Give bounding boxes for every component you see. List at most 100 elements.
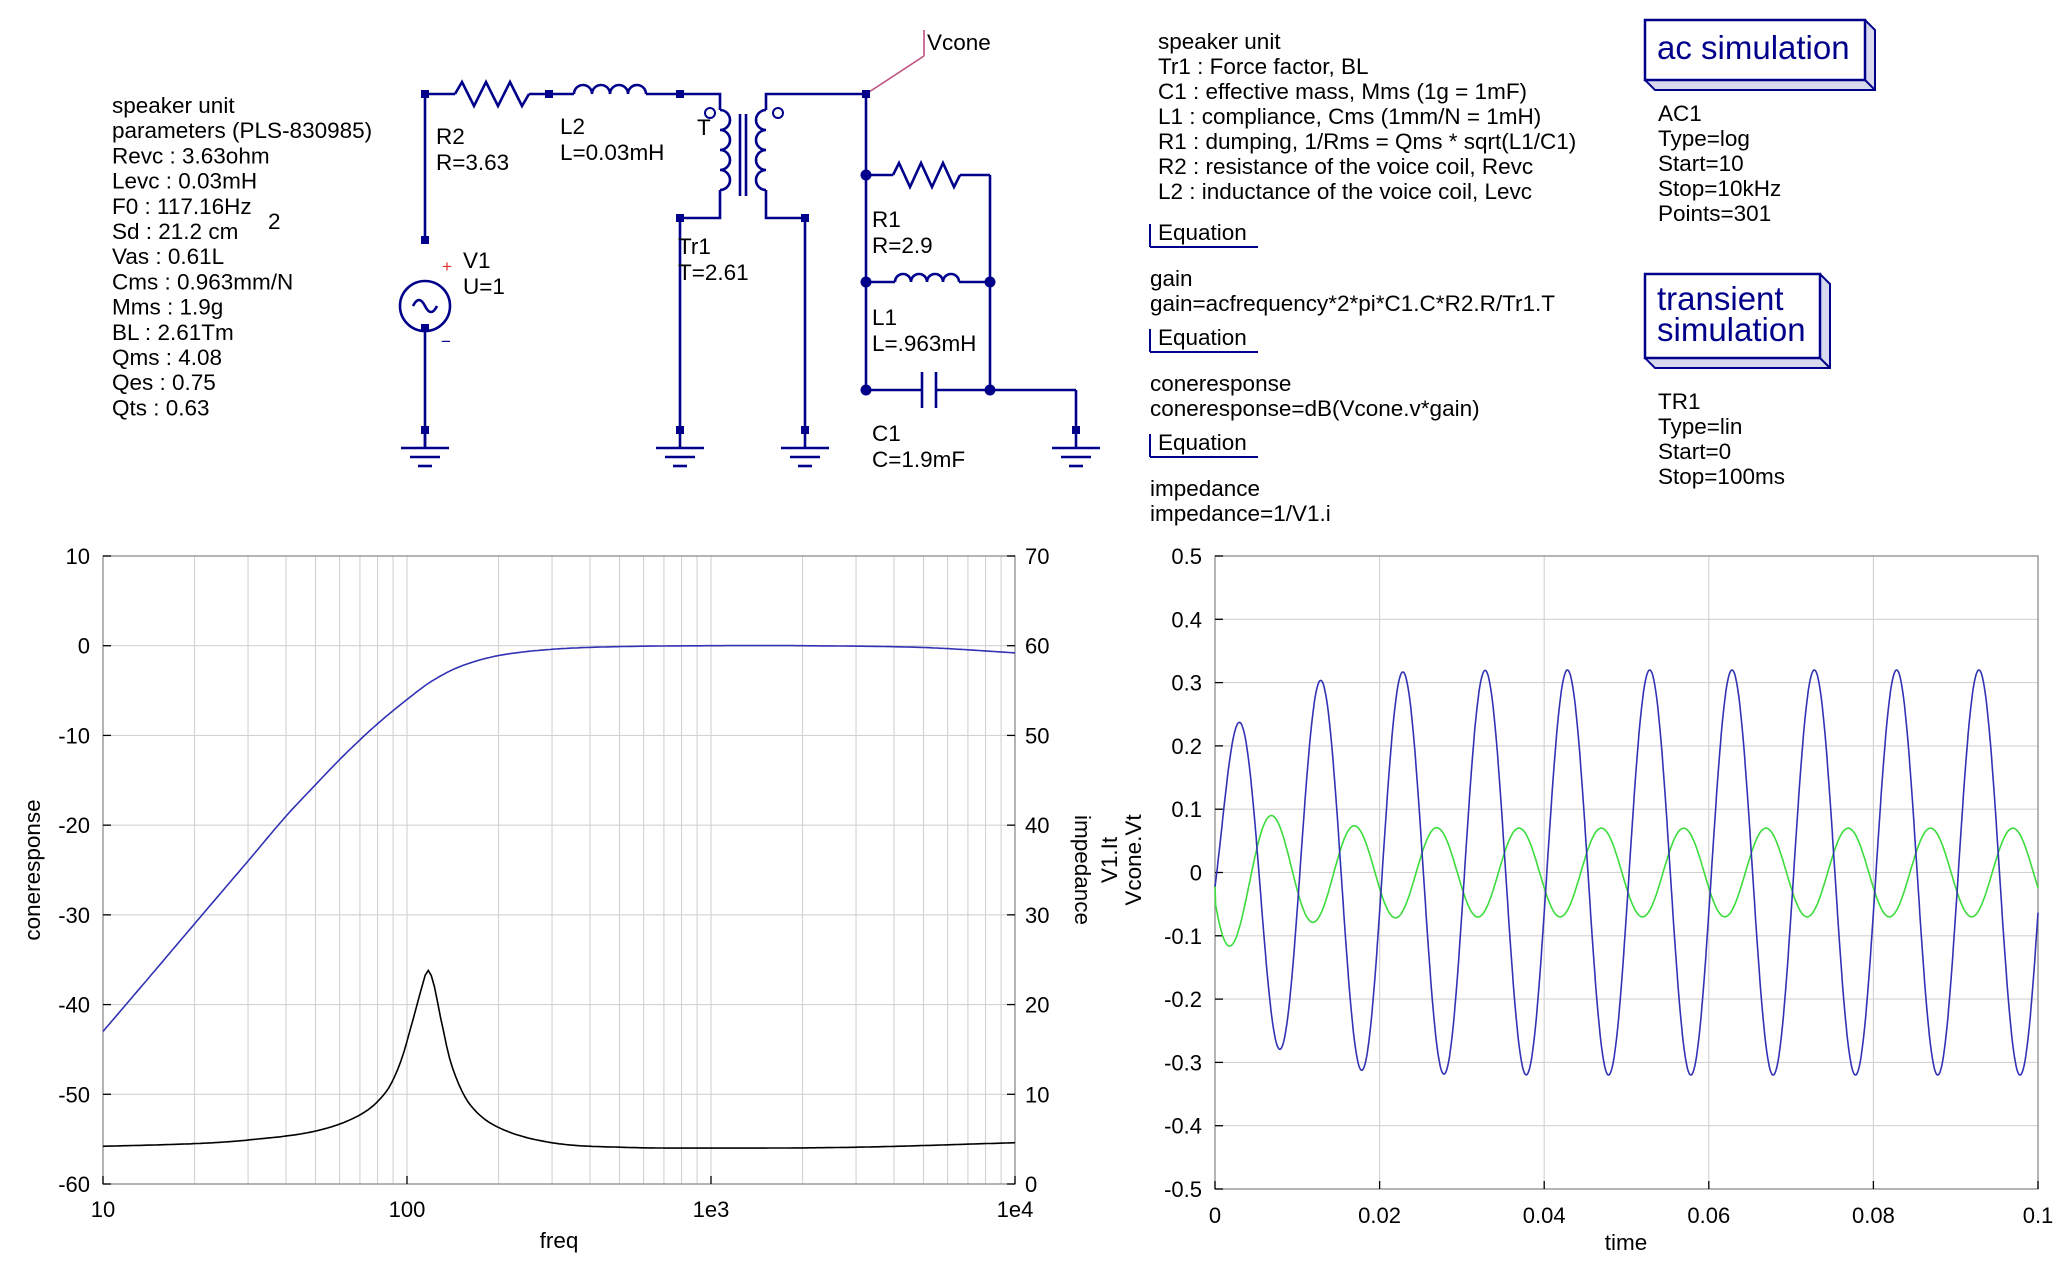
r2-name: R2 bbox=[436, 124, 465, 149]
x-tick-label: 100 bbox=[389, 1197, 426, 1222]
y-tick-label: -0.5 bbox=[1164, 1177, 1202, 1202]
y2-tick-label: 0 bbox=[1025, 1172, 1037, 1197]
terminal-node bbox=[421, 236, 429, 244]
tr-param-line: Start=0 bbox=[1658, 439, 1731, 464]
y2-tick-label: 60 bbox=[1025, 634, 1049, 659]
y-tick-label: -0.4 bbox=[1164, 1114, 1202, 1139]
param-line: Qts : 0.63 bbox=[112, 395, 210, 420]
y-tick-label: 0 bbox=[1190, 861, 1202, 886]
x-tick-label: 0.06 bbox=[1687, 1203, 1730, 1228]
ac-param-line: Stop=10kHz bbox=[1658, 176, 1781, 201]
y2-tick-label: 30 bbox=[1025, 903, 1049, 928]
transient-simulation-block[interactable]: transient simulation bbox=[1643, 272, 1831, 369]
note-line: Tr1 : Force factor, BL bbox=[1158, 54, 1369, 79]
equation-header: Equation bbox=[1158, 430, 1247, 455]
ac-simulation-block[interactable]: ac simulation bbox=[1643, 18, 1876, 91]
notes-heading: speaker unit bbox=[1158, 29, 1281, 54]
note-line: L2 : inductance of the voice coil, Levc bbox=[1158, 179, 1532, 204]
y2-tick-label: 10 bbox=[1025, 1082, 1049, 1107]
transient-simulation-title-1: transient bbox=[1657, 280, 1784, 317]
x-tick-label: 0.08 bbox=[1852, 1203, 1895, 1228]
tr-param-line: Type=lin bbox=[1658, 414, 1742, 439]
terminal-node bbox=[801, 214, 809, 222]
y-tick-label: -10 bbox=[58, 723, 90, 748]
equation-block-gain[interactable]: Equation gaingain=acfrequency*2*pi*C1.C*R… bbox=[1149, 220, 1555, 316]
ac-param-line: Start=10 bbox=[1658, 151, 1744, 176]
c1-name: C1 bbox=[872, 421, 901, 446]
series-line-impedance bbox=[102, 968, 1016, 1149]
equation-expression: impedance=1/V1.i bbox=[1150, 501, 1331, 526]
ac-param-line: AC1 bbox=[1658, 101, 1702, 126]
terminal-node bbox=[421, 324, 429, 332]
transient-chart[interactable]: 0.5 0.4 0.3 0.2 0.1 0 -0.1 -0.2 -0.3 -0.4 -0.5 0 0.0… bbox=[1097, 544, 2053, 1255]
y-tick-label: -30 bbox=[58, 903, 90, 928]
equation-block-coneresponse[interactable]: Equation coneresponseconeresponse=dB(Vcon… bbox=[1149, 325, 1480, 421]
terminal-node bbox=[676, 214, 684, 222]
tr-param-line: Stop=100ms bbox=[1658, 464, 1785, 489]
circuit-schematic[interactable]: + − bbox=[398, 30, 1100, 468]
tr1-value: T=2.61 bbox=[678, 260, 749, 285]
param-line: Qes : 0.75 bbox=[112, 370, 216, 395]
v1-value: U=1 bbox=[463, 274, 505, 299]
equations[interactable]: Equation gaingain=acfrequency*2*pi*C1.C*R… bbox=[1149, 220, 1555, 526]
x-axis-label: time bbox=[1605, 1230, 1648, 1255]
y-tick-label: -0.3 bbox=[1164, 1050, 1202, 1075]
r2-value: R=3.63 bbox=[436, 150, 509, 175]
r1-name: R1 bbox=[872, 207, 901, 232]
y-tick-label: 0.5 bbox=[1171, 544, 1202, 569]
x-tick-label: 0.1 bbox=[2023, 1203, 2054, 1228]
note-line: R2 : resistance of the voice coil, Revc bbox=[1158, 154, 1533, 179]
series-line-coneresponse bbox=[102, 644, 1016, 1033]
y-label-vcone-vt: Vcone.Vt bbox=[1121, 814, 1146, 906]
params-heading: speaker unit bbox=[112, 93, 235, 118]
series-line-vcone-vt bbox=[1214, 669, 2039, 1076]
y-tick-label: -40 bbox=[58, 993, 90, 1018]
tr1-name: Tr1 bbox=[678, 234, 711, 259]
ac-simulation-title: ac simulation bbox=[1657, 29, 1850, 66]
y-tick-label: 0 bbox=[78, 634, 90, 659]
tr1-secondary-coil bbox=[754, 108, 767, 192]
param-line: Levc : 0.03mH bbox=[112, 169, 257, 194]
v1-name: V1 bbox=[463, 248, 491, 273]
params-heading: parameters (PLS-830985) bbox=[112, 118, 372, 143]
note-line: R1 : dumping, 1/Rms = Qms * sqrt(L1/C1) bbox=[1158, 129, 1576, 154]
series-line-v1-it bbox=[1214, 814, 2039, 947]
ground-icon bbox=[656, 430, 704, 468]
l1-inductor bbox=[893, 272, 961, 283]
transient-simulation-title-2: simulation bbox=[1657, 311, 1806, 348]
param-line: Vas : 0.61L bbox=[112, 244, 224, 269]
ac-param-line: Points=301 bbox=[1658, 201, 1771, 226]
ac-param-line: Type=log bbox=[1658, 126, 1750, 151]
y-tick-label: 0.1 bbox=[1171, 797, 1202, 822]
terminal-node bbox=[1072, 426, 1080, 434]
tr1-primary-coil bbox=[719, 108, 732, 192]
x-tick-label: 0 bbox=[1209, 1203, 1221, 1228]
x-tick-label: 1e4 bbox=[997, 1197, 1034, 1222]
equation-header: Equation bbox=[1158, 220, 1247, 245]
x-axis-label: freq bbox=[540, 1228, 579, 1253]
y2-tick-label: 70 bbox=[1025, 544, 1049, 569]
param-line: F0 : 117.16Hz bbox=[112, 194, 252, 219]
note-line: L1 : compliance, Cms (1mm/N = 1mH) bbox=[1158, 104, 1541, 129]
equation-expression: gain=acfrequency*2*pi*C1.C*R2.R/Tr1.T bbox=[1150, 291, 1555, 316]
y2-tick-label: 20 bbox=[1025, 993, 1049, 1018]
tr1-mark: T bbox=[697, 115, 711, 140]
y2-tick-label: 40 bbox=[1025, 813, 1049, 838]
y-tick-label: -60 bbox=[58, 1172, 90, 1197]
svg-text:+: + bbox=[442, 257, 452, 276]
y-tick-label: 10 bbox=[66, 544, 90, 569]
y-tick-label: -0.1 bbox=[1164, 924, 1202, 949]
param-line: BL : 2.61Tm bbox=[112, 320, 234, 345]
sd-superscript: 2 bbox=[268, 209, 281, 234]
ground-icon bbox=[1052, 430, 1100, 468]
x-tick-label: 1e3 bbox=[693, 1197, 730, 1222]
tr-param-line: TR1 bbox=[1658, 389, 1701, 414]
note-line: C1 : effective mass, Mms (1g = 1mF) bbox=[1158, 79, 1527, 104]
equation-name: coneresponse bbox=[1150, 371, 1291, 396]
y-tick-label: -0.2 bbox=[1164, 987, 1202, 1012]
